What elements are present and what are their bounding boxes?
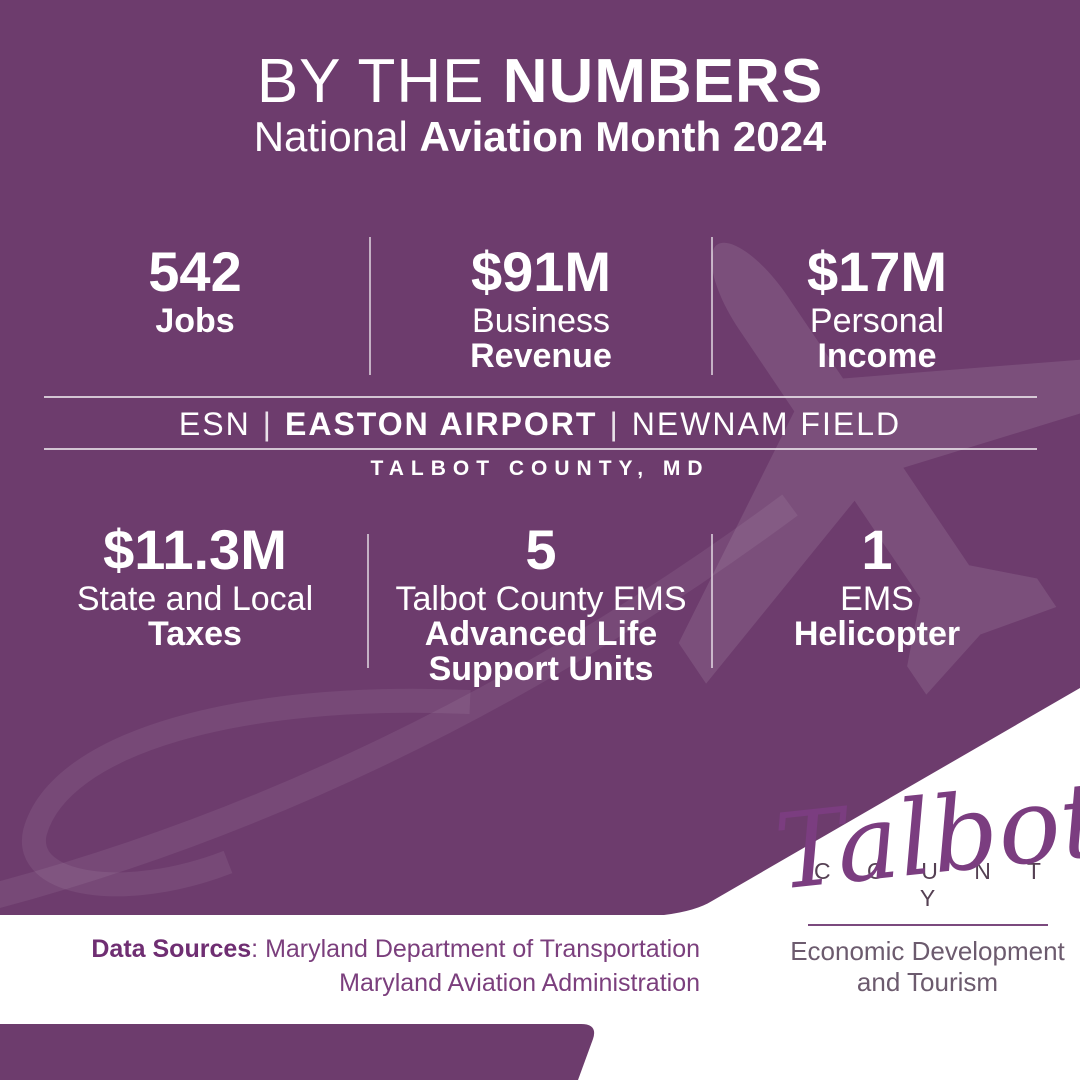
stat-value: 5	[525, 518, 557, 581]
stat-label-bold: Jobs	[155, 302, 235, 340]
page-title: BY THE NUMBERS	[0, 50, 1080, 114]
stat-state-local-taxes: $11.3M State and Local Taxes	[20, 518, 370, 652]
logo-tagline-2: and Tourism	[856, 967, 999, 997]
stat-jobs: 542 Jobs	[20, 240, 370, 339]
horizontal-rule-top	[44, 396, 1037, 398]
stat-label-bold: Advanced Life	[424, 615, 658, 653]
stat-label-light: Talbot County EMS	[395, 580, 687, 618]
subtitle-light: National	[253, 113, 420, 160]
stat-label-bold: Taxes	[148, 615, 242, 653]
airport-name: EASTON AIRPORT	[284, 406, 598, 442]
stat-value: $11.3M	[103, 518, 287, 581]
logo-divider-rule	[807, 924, 1048, 926]
horizontal-rule-bottom	[44, 448, 1037, 450]
subtitle-bold: Aviation Month 2024	[419, 113, 827, 160]
data-source-2: Maryland Aviation Administration	[339, 969, 700, 997]
stat-label-bold: Helicopter	[793, 615, 961, 653]
stat-value: $91M	[470, 240, 612, 303]
talbot-county-logo: Talbot C O U N T Y Economic Development …	[769, 758, 1080, 998]
bottom-purple-strip	[0, 1024, 595, 1080]
stat-value: 542	[148, 240, 242, 303]
airport-code: ESN	[178, 406, 251, 442]
county-location: TALBOT COUNTY, MD	[370, 457, 710, 480]
title-bold: NUMBERS	[502, 47, 824, 116]
data-sources-line-1: Data Sources: Maryland Department of Tra…	[60, 932, 700, 966]
data-sources: Data Sources: Maryland Department of Tra…	[60, 932, 700, 1000]
column-divider	[711, 534, 713, 668]
airport-banner: ESN | EASTON AIRPORT | NEWNAM FIELD	[0, 404, 1080, 444]
title-light: BY THE	[256, 47, 503, 116]
stat-ems-helicopter: 1 EMS Helicopter	[714, 518, 1040, 652]
stat-label-light: EMS	[840, 580, 914, 618]
airport-field-name: NEWNAM FIELD	[631, 406, 902, 442]
stat-label-light: Business	[472, 302, 610, 340]
column-divider	[369, 237, 371, 375]
logo-county-text: C O U N T Y	[814, 858, 1056, 911]
stat-label-bold-2: Support Units	[428, 650, 654, 688]
column-divider	[367, 534, 369, 668]
data-sources-label: Data Sources	[91, 935, 252, 963]
stat-ems-support-units: 5 Talbot County EMS Advanced Life Suppor…	[372, 518, 710, 687]
stat-value: $17M	[806, 240, 948, 303]
separator: |	[262, 406, 273, 442]
stat-label-light: Personal	[809, 302, 945, 340]
stat-label-bold: Income	[817, 337, 937, 375]
logo-tagline-1: Economic Development	[790, 936, 1065, 966]
data-source-1: Maryland Department of Transportation	[265, 935, 700, 963]
page-subtitle: National Aviation Month 2024	[0, 114, 1080, 160]
stat-label-bold: Revenue	[470, 337, 612, 375]
stat-label-light: State and Local	[76, 580, 314, 618]
column-divider	[711, 237, 713, 375]
separator: |	[609, 406, 620, 442]
stat-personal-income: $17M Personal Income	[714, 240, 1040, 374]
logo-script-talbot: Talbot	[769, 758, 1080, 914]
stat-business-revenue: $91M Business Revenue	[372, 240, 710, 374]
data-sources-colon: :	[251, 935, 266, 963]
stat-value: 1	[861, 518, 893, 581]
